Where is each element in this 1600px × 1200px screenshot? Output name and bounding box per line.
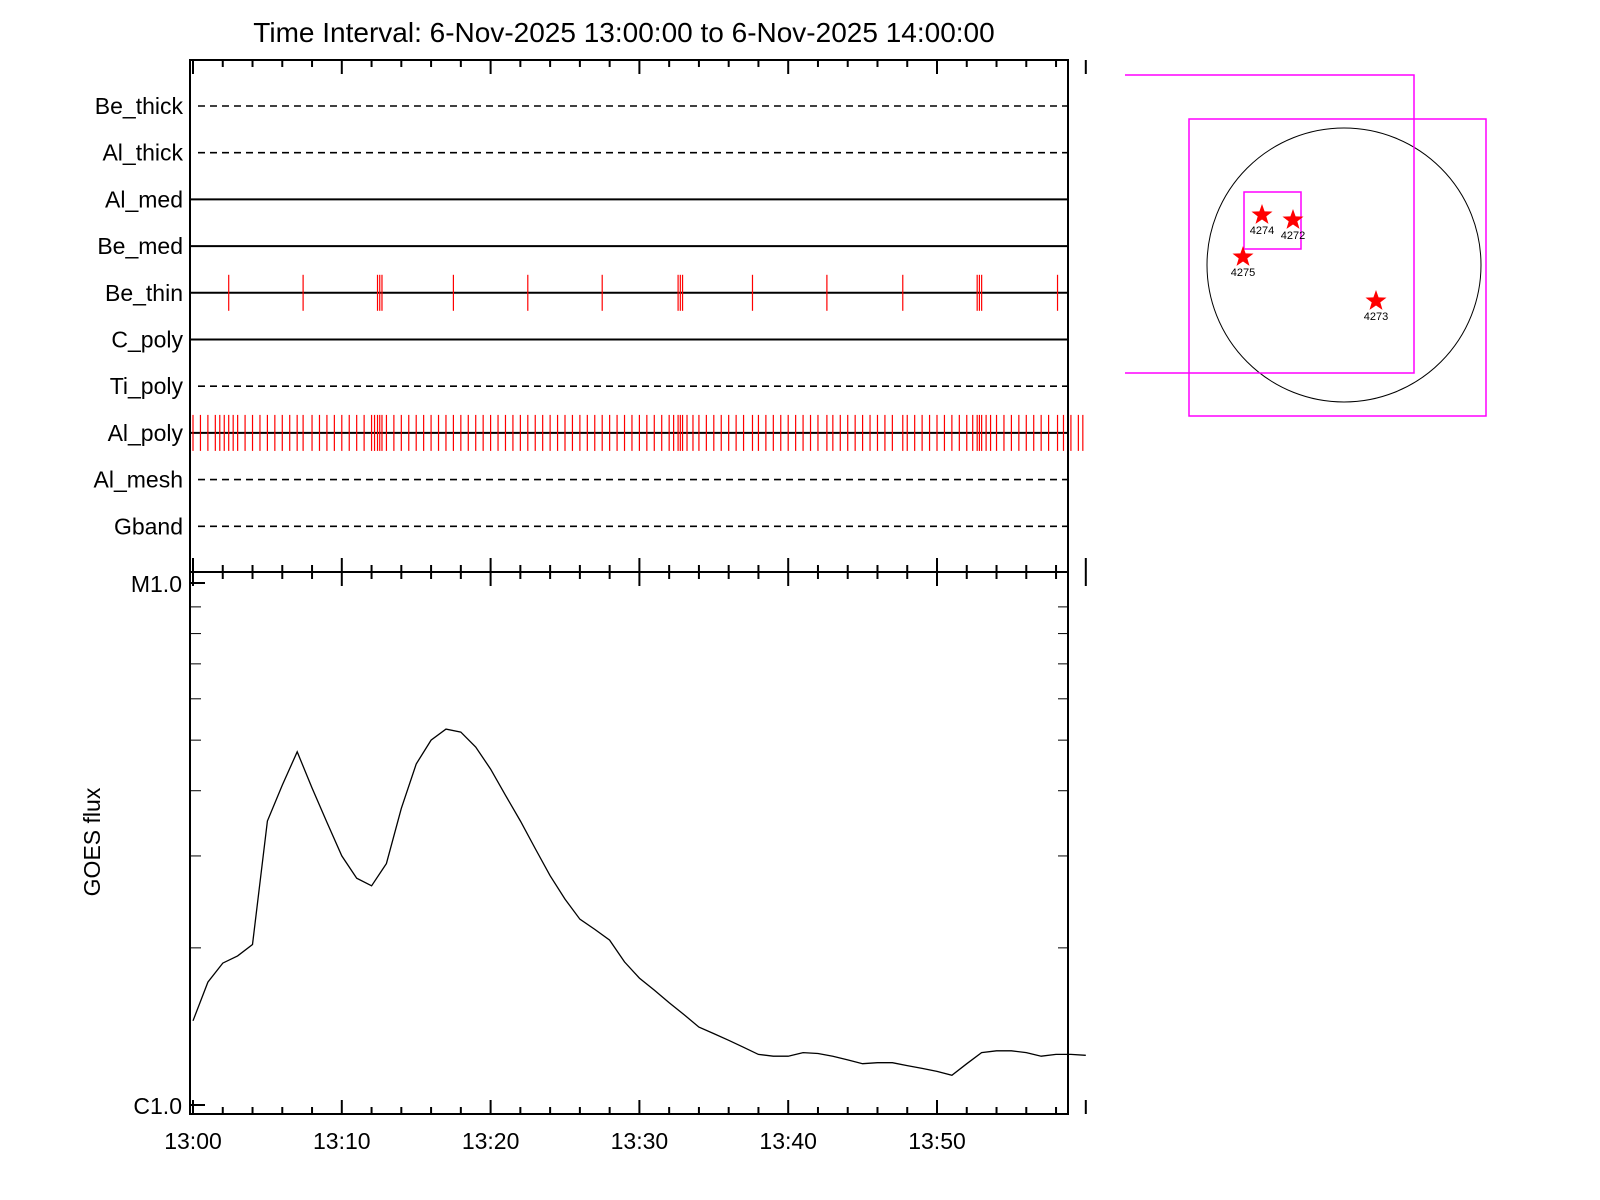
chart-title: Time Interval: 6-Nov-2025 13:00:00 to 6-… <box>253 17 994 48</box>
active-region-label: 4272 <box>1281 230 1305 242</box>
fov-box-outer <box>1188 118 1487 417</box>
x-tick-label: 13:30 <box>611 1128 669 1154</box>
filter-rows: Be_thick Al_thick Al_med Be_med Be_thin C_pol… <box>94 93 1067 539</box>
goes-panel-frame <box>189 571 1069 1115</box>
x-tick-label: 13:00 <box>164 1128 222 1154</box>
filter-row-label: Gband <box>114 513 183 539</box>
filter-row-label: Be_thin <box>105 280 183 306</box>
active-region-label: 4275 <box>1231 267 1255 279</box>
goes-y-axis-label: GOES flux <box>79 787 105 896</box>
x-tick-label: 13:10 <box>313 1128 371 1154</box>
filter-panel: Be_thick Al_thick Al_med Be_med Be_thin C_pol… <box>94 59 1087 573</box>
x-tick-label: 13:20 <box>462 1128 520 1154</box>
filter-row-label: C_poly <box>111 327 183 353</box>
x-tick-labels: 13:00 13:10 13:20 13:30 13:40 13:50 <box>164 1128 966 1154</box>
active-region-marker <box>1251 204 1273 224</box>
x-tick-label: 13:40 <box>759 1128 817 1154</box>
goes-panel-ticks <box>191 572 1087 1114</box>
filter-panel-ticks <box>192 60 1087 572</box>
fov-box-small <box>1243 191 1302 250</box>
filter-row-label: Be_med <box>97 233 183 259</box>
active-region-label: 4273 <box>1364 311 1388 323</box>
goes-flux-line <box>192 728 1086 1077</box>
goes-y-tick-bottom: C1.0 <box>133 1093 182 1119</box>
active-region-marker <box>1365 290 1387 310</box>
filter-row-label: Al_poly <box>108 420 184 446</box>
exposure-marks <box>192 274 1084 451</box>
fov-box-large-open <box>1125 74 1415 374</box>
filter-row-label: Al_mesh <box>94 467 183 493</box>
filter-row-label: Be_thick <box>95 93 184 119</box>
active-regions: 4274 4272 4275 4273 <box>1231 204 1388 323</box>
active-region-label: 4274 <box>1250 225 1274 237</box>
filter-panel-frame <box>189 59 1069 573</box>
x-tick-label: 13:50 <box>908 1128 966 1154</box>
active-region-marker <box>1232 246 1254 266</box>
goes-panel: M1.0 C1.0 GOES flux 13:00 13:10 13:20 13:30… <box>79 571 1087 1154</box>
solar-map: 4274 4272 4275 4273 <box>1125 74 1487 417</box>
goes-y-tick-top: M1.0 <box>131 571 182 597</box>
filter-row-label: Ti_poly <box>110 373 184 399</box>
filter-row-label: Al_thick <box>102 140 183 166</box>
filter-row-label: Al_med <box>105 186 183 212</box>
solar-disk <box>1206 127 1482 403</box>
active-region-marker <box>1282 209 1304 229</box>
